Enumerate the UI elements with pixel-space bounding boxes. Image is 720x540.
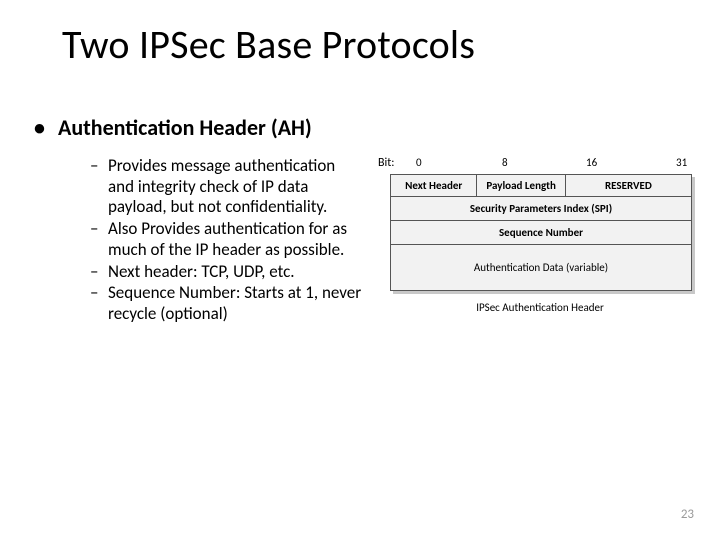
bit-tick-0: 0 [416, 156, 422, 169]
sub-bullet: Also Provides authentication for as much… [90, 219, 365, 260]
main-bullet-text: Authentication Header (AH) [58, 114, 312, 141]
page-number: 23 [681, 507, 694, 522]
sub-bullet: Next header: TCP, UDP, etc. [90, 262, 365, 283]
main-bullet: Authentication Header (AH) [36, 114, 312, 141]
bit-tick-31: 31 [676, 156, 687, 169]
cell-sequence-number: Sequence Number [390, 221, 692, 245]
cell-auth-data: Authentication Data (variable) [390, 245, 692, 291]
bit-tick-16: 16 [586, 156, 597, 169]
sub-bullet: Sequence Number: Starts at 1, never recy… [90, 283, 365, 324]
diagram-row-1: Next Header Payload Length RESERVED [390, 174, 692, 197]
cell-reserved: RESERVED [566, 175, 691, 196]
cell-spi: Security Parameters Index (SPI) [390, 197, 692, 221]
cell-next-header: Next Header [391, 175, 477, 196]
bit-tick-8: 8 [502, 156, 508, 169]
slide: Two IPSec Base Protocols Authentication … [0, 0, 720, 540]
sub-bullet-list: Provides message authentication and inte… [90, 156, 365, 326]
bit-scale: Bit: 0 8 16 31 [380, 156, 700, 174]
ah-header-diagram: Bit: 0 8 16 31 Next Header Payload Lengt… [380, 156, 700, 314]
bit-label: Bit: [378, 156, 395, 170]
diagram-caption: IPSec Authentication Header [390, 301, 690, 314]
cell-payload-length: Payload Length [477, 175, 565, 196]
slide-title: Two IPSec Base Protocols [62, 20, 475, 69]
sub-bullet: Provides message authentication and inte… [90, 156, 365, 218]
